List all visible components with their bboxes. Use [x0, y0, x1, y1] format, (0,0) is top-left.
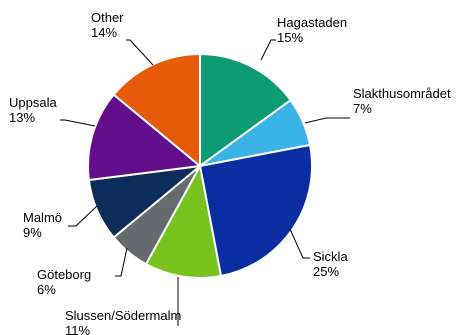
leader-line-sickla: [289, 228, 310, 259]
leader-line-goteborg: [115, 247, 128, 277]
slice-name: Slussen/Södermalm: [65, 308, 181, 323]
slice-name: Other: [91, 10, 124, 25]
slice-label-sickla: Sickla 25%: [313, 249, 348, 279]
leader-line-slakthusomradet: [304, 117, 350, 124]
slice-name: Uppsala: [9, 95, 57, 110]
leader-line-hagastaden: [260, 39, 276, 61]
slice-percent: 25%: [313, 264, 339, 279]
slice-name: Hagastaden: [277, 15, 347, 30]
slice-name: Slakthusområdet: [353, 86, 451, 101]
leader-lines: [60, 39, 350, 326]
leader-line-uppsala: [60, 119, 96, 127]
slice-name: Malmö: [23, 210, 62, 225]
slice-label-hagastaden: Hagastaden 15%: [277, 15, 347, 45]
slice-label-goteborg: Göteborg 6%: [37, 267, 91, 297]
pie-slice-slussen-sodermalm: [145, 165, 222, 279]
leader-line-other: [126, 39, 154, 66]
slice-percent: 11%: [65, 323, 90, 335]
slice-percent: 9%: [23, 225, 42, 240]
pie-slices: [87, 53, 313, 279]
slice-name: Sickla: [313, 249, 348, 264]
pie-slice-sickla: [199, 144, 313, 278]
slice-name: Göteborg: [37, 267, 91, 282]
slice-percent: 7%: [353, 101, 372, 116]
slice-label-slussen-sodermalm: Slussen/Södermalm 11%: [65, 308, 181, 335]
leader-line-malmo: [68, 205, 98, 227]
slice-percent: 15%: [277, 30, 303, 45]
slice-percent: 13%: [9, 110, 35, 125]
slice-label-slakthusomradet: Slakthusområdet 7%: [353, 86, 451, 116]
slice-percent: 14%: [91, 25, 117, 40]
pie-slice-uppsala: [87, 93, 201, 182]
slice-label-uppsala: Uppsala 13%: [9, 95, 57, 125]
pie-slice-hagastaden: [199, 53, 292, 167]
slice-labels: Hagastaden 15%Slakthusområdet 7%Sickla 25%S…: [9, 10, 451, 335]
slice-label-malmo: Malmö 9%: [23, 210, 62, 240]
slice-label-other: Other 14%: [91, 10, 124, 40]
slice-percent: 6%: [37, 282, 56, 297]
